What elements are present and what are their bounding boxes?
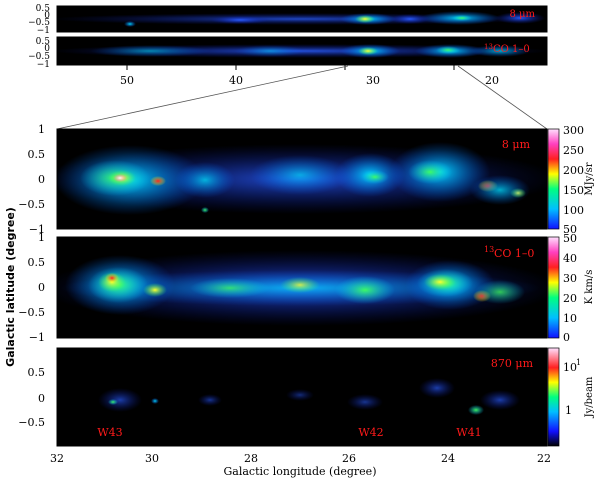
ytick: −0.5 [18, 416, 45, 429]
colorbar-870um: 10 1 1 Jy/beam [547, 347, 595, 447]
region-label-w41: W41 [456, 426, 481, 439]
ytick: 0 [38, 392, 45, 405]
zoom-line-right [457, 65, 548, 130]
ytick: −1 [37, 26, 50, 36]
xtick: 28 [244, 452, 258, 465]
cbar-tick: 20 [563, 292, 577, 305]
ytick: 0.5 [36, 4, 51, 14]
ytick: −0.5 [28, 52, 50, 62]
xtick: 26 [342, 452, 356, 465]
panel-8um: 8 μm [56, 128, 548, 230]
overview-13co-sup: 13 [484, 43, 493, 51]
ytick: 0.5 [36, 37, 51, 47]
ytick: 0.5 [28, 148, 46, 161]
cbar-unit: MJy/sr [584, 162, 595, 195]
ytick: −0.5 [18, 198, 45, 211]
panel-8um-label: 8 μm [502, 138, 531, 151]
ytick: −0.5 [28, 18, 50, 28]
ytick: 0 [38, 281, 45, 294]
cbar-tick: 100 [563, 204, 584, 217]
panel-13co-label: CO 1–0 [494, 247, 534, 260]
cbar-tick: 30 [563, 272, 577, 285]
xtick: 22 [537, 452, 551, 465]
panel-870um-label: 870 μm [491, 357, 534, 370]
overview-8um-panel: 8 μm [56, 5, 548, 33]
ytick: 0.5 [28, 366, 46, 379]
cbar-tick: 1 [565, 404, 572, 417]
x-axis-label: Galactic longitude (degree) [224, 465, 377, 478]
cbar-tick: 40 [563, 252, 577, 265]
xtick: 30 [366, 74, 380, 87]
overview-13co-label: CO 1–0 [493, 44, 530, 55]
cbar-tick: 300 [563, 124, 584, 137]
ytick: −0.5 [18, 306, 45, 319]
ytick: −1 [29, 331, 45, 344]
ytick: −1 [29, 223, 45, 236]
overview-13co-panel: 13 CO 1–0 [56, 36, 548, 66]
overview-8um-label: 8 μm [509, 9, 535, 20]
x-axis: 32 30 28 26 24 22 [50, 452, 551, 465]
xtick: 40 [229, 74, 243, 87]
panel-13co-sup: 13 [484, 245, 494, 254]
ytick: 0 [44, 11, 50, 21]
cbar-unit: K km/s [584, 270, 595, 305]
ytick: 0 [38, 173, 45, 186]
xtick: 30 [145, 452, 159, 465]
panel-870um-yticks: 0.5 0 −0.5 [18, 366, 45, 429]
cbar-tick-sup: 1 [576, 358, 581, 367]
panel-13co-yticks: 1 0.5 0 −0.5 −1 [18, 231, 45, 344]
cbar-tick: 50 [563, 232, 577, 245]
ytick: −1 [37, 60, 50, 70]
cbar-tick: 150 [563, 184, 584, 197]
colorbar-8um: 300 250 200 150 100 50 MJy/sr [547, 124, 595, 236]
y-axis-label: Galactic latitude (degree) [4, 207, 17, 367]
region-label-w42: W42 [358, 426, 383, 439]
cbar-tick: 250 [563, 144, 584, 157]
region-label-w43: W43 [97, 426, 122, 439]
panel-8um-yticks: 1 0.5 0 −0.5 −1 [18, 123, 45, 236]
xtick: 50 [120, 74, 134, 87]
overview-8um-yticks: 0.5 0 −0.5 −1 [28, 4, 50, 36]
cbar-tick: 0 [563, 331, 570, 344]
ytick: 0 [44, 44, 50, 54]
panel-870um: 870 μm W43 W42 W41 [56, 347, 548, 447]
ytick: 0.5 [28, 256, 46, 269]
xtick: 32 [50, 452, 64, 465]
panel-13co: 13 CO 1–0 [56, 236, 548, 339]
cbar-unit: Jy/beam [584, 376, 595, 418]
colorbar-13co: 50 40 30 20 10 0 K km/s [547, 232, 595, 344]
ytick: 1 [38, 231, 45, 244]
ytick: 1 [38, 123, 45, 136]
zoom-line-left [56, 65, 349, 130]
cbar-tick: 200 [563, 164, 584, 177]
cbar-tick: 10 [563, 361, 577, 374]
xtick: 20 [485, 74, 499, 87]
xtick: 24 [441, 452, 455, 465]
overview-xticks: 50 40 30 20 [120, 65, 499, 87]
overview-13co-yticks: 0.5 0 −0.5 −1 [28, 37, 50, 70]
cbar-tick: 10 [563, 312, 577, 325]
cbar-tick: 50 [563, 223, 577, 236]
